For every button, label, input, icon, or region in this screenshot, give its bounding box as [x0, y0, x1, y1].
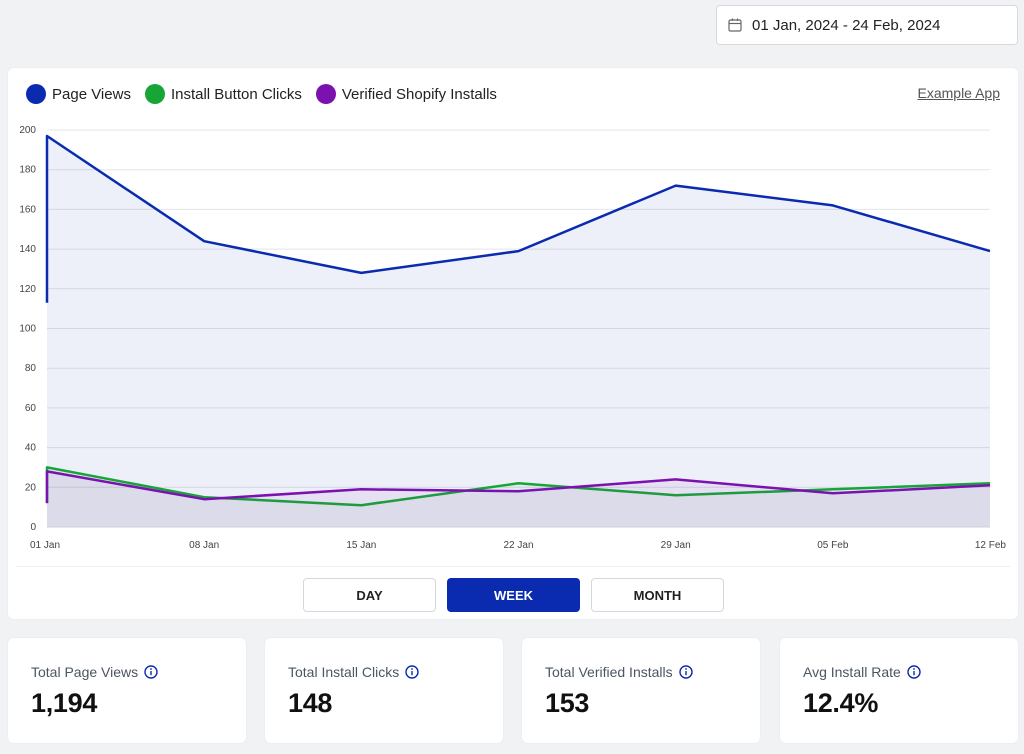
x-tick-label: 12 Feb: [975, 540, 1007, 551]
info-icon[interactable]: [405, 665, 419, 679]
line-chart: 0 20 40 60 80 100 120 140 160 180 200 01 Jan 08 Jan 1…: [19, 125, 1007, 551]
y-tick-label: 120: [19, 284, 36, 295]
info-icon[interactable]: [144, 665, 158, 679]
stat-label: Total Install Clicks: [288, 664, 400, 680]
info-icon[interactable]: [907, 665, 921, 679]
stat-card-install-clicks: Total Install Clicks 148: [265, 638, 503, 743]
y-tick-label: 140: [19, 244, 36, 255]
month-button[interactable]: MONTH: [591, 578, 724, 612]
legend-swatch: [144, 84, 165, 104]
calendar-icon: [728, 18, 742, 32]
y-tick-label: 40: [25, 443, 37, 454]
x-tick-label: 29 Jan: [661, 540, 691, 551]
stat-value: 153: [545, 688, 590, 718]
series-area: [47, 136, 990, 527]
legend-swatch: [315, 84, 336, 104]
date-range-picker[interactable]: 01 Jan, 2024 - 24 Feb, 2024: [716, 5, 1018, 45]
series-line: [45, 134, 991, 303]
y-tick-label: 200: [19, 125, 36, 136]
y-tick-label: 80: [25, 363, 37, 374]
stat-value: 148: [288, 688, 333, 718]
example-app-link[interactable]: Example App: [917, 85, 1001, 101]
series-area: [47, 471, 990, 527]
chart-legend: Page Views Install Button Clicks Verifie…: [26, 84, 511, 104]
stat-label: Total Verified Installs: [545, 664, 673, 680]
stat-card-page-views: Total Page Views 1,194: [8, 638, 246, 743]
y-tick-label: 0: [30, 522, 36, 533]
info-icon[interactable]: [678, 665, 693, 679]
y-tick-label: 20: [25, 482, 37, 493]
x-tick-label: 05 Feb: [817, 540, 849, 551]
legend-item-page-views[interactable]: Page Views: [26, 84, 131, 104]
y-tick-label: 100: [19, 324, 36, 335]
y-tick-label: 160: [19, 204, 36, 215]
x-tick-label: 15 Jan: [346, 540, 376, 551]
x-tick-label: 22 Jan: [503, 540, 533, 551]
stat-label: Avg Install Rate: [803, 664, 901, 680]
x-tick-label: 01 Jan: [30, 540, 60, 551]
stat-label: Total Page Views: [31, 664, 139, 680]
y-tick-label: 60: [25, 403, 37, 414]
legend-label: Verified Shopify Installs: [341, 85, 497, 103]
x-tick-label: 08 Jan: [189, 540, 219, 551]
series-area: [47, 467, 990, 527]
stat-value: 12.4%: [803, 688, 879, 718]
stat-card-install-rate: Avg Install Rate 12.4%: [780, 638, 1018, 743]
granularity-toggle: DAY WEEK MONTH: [303, 578, 735, 612]
legend-item-install-clicks[interactable]: Install Button Clicks: [144, 84, 302, 104]
chart-card: Page Views Install Button Clicks Verifie…: [8, 68, 1018, 619]
legend-label: Page Views: [52, 85, 131, 103]
y-tick-label: 180: [19, 165, 36, 176]
series-line: [45, 470, 991, 504]
day-button[interactable]: DAY: [303, 578, 436, 612]
chart-divider: [16, 566, 1010, 567]
stat-value: 1,194: [31, 688, 98, 718]
legend-label: Install Button Clicks: [170, 85, 302, 103]
legend-item-verified-installs[interactable]: Verified Shopify Installs: [315, 84, 497, 104]
stat-card-verified-installs: Total Verified Installs 153: [522, 638, 760, 743]
legend-swatch: [26, 84, 46, 104]
date-range-label: 01 Jan, 2024 - 24 Feb, 2024: [752, 16, 941, 34]
week-button[interactable]: WEEK: [447, 578, 580, 612]
